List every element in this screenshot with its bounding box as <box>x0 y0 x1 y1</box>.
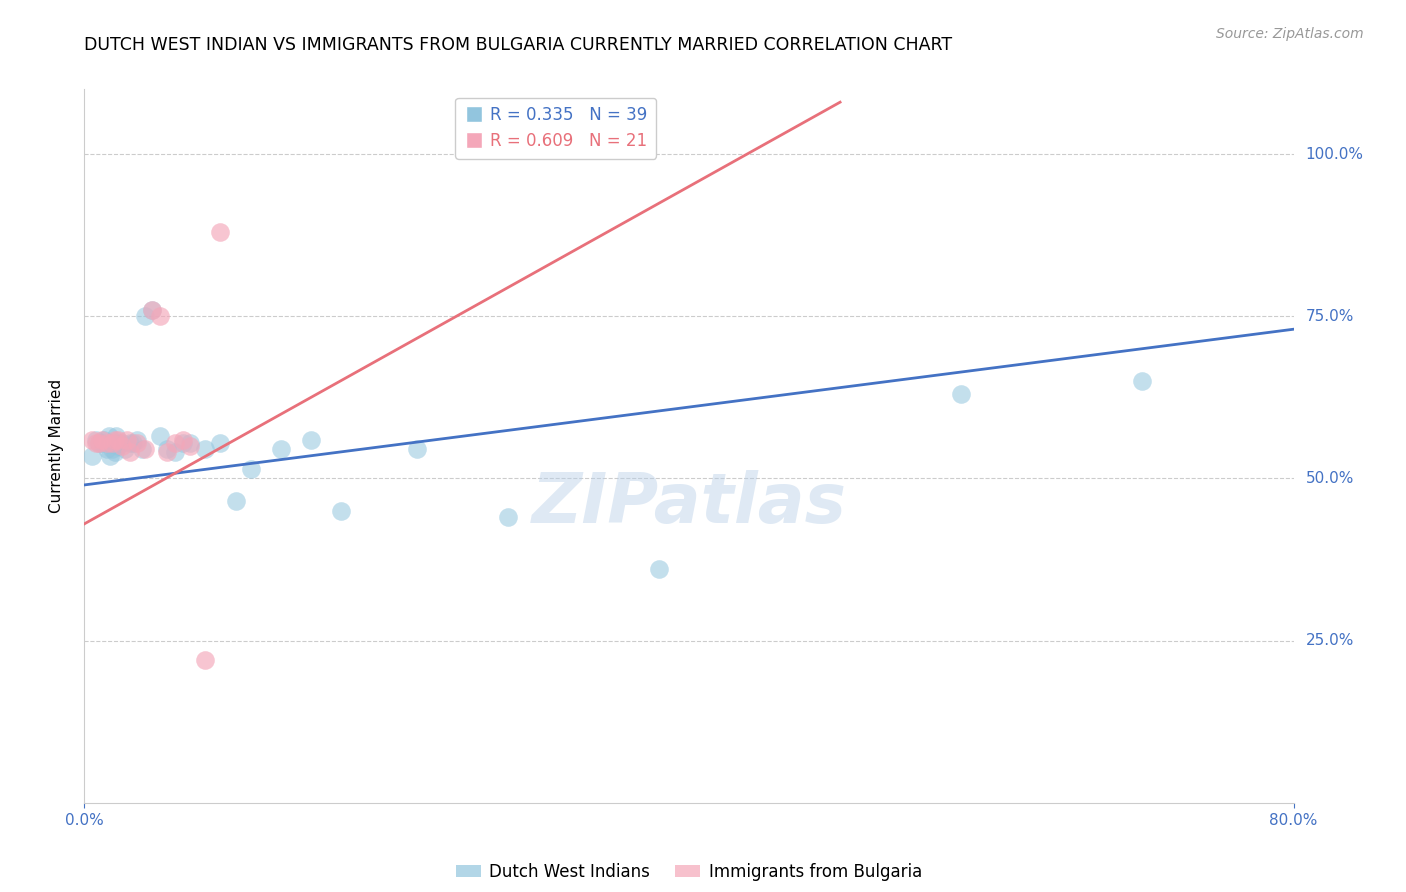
Text: 75.0%: 75.0% <box>1306 309 1354 324</box>
Point <box>194 442 217 457</box>
Point <box>93 433 115 447</box>
Point <box>89 435 111 450</box>
Point <box>179 435 201 450</box>
Point <box>91 435 114 450</box>
Point <box>80 433 103 447</box>
Point <box>104 445 127 459</box>
Point <box>121 435 143 450</box>
Point <box>96 435 118 450</box>
Point <box>91 433 114 447</box>
Point <box>104 433 127 447</box>
Point <box>111 435 134 450</box>
Text: ZIPatlas: ZIPatlas <box>531 469 846 537</box>
Point <box>172 433 194 447</box>
Point <box>209 435 232 450</box>
Point <box>101 435 124 450</box>
Point <box>86 435 108 450</box>
Point <box>97 429 120 443</box>
Y-axis label: Currently Married: Currently Married <box>49 379 63 513</box>
Point <box>149 429 172 443</box>
Point <box>108 435 131 450</box>
Point <box>172 435 194 450</box>
Point <box>100 435 122 450</box>
Point <box>115 433 138 447</box>
Point <box>80 449 103 463</box>
Point <box>141 302 163 317</box>
Point <box>118 435 141 450</box>
Point <box>86 433 108 447</box>
Point <box>114 442 136 457</box>
Point <box>96 442 118 457</box>
Point <box>330 504 353 518</box>
Point <box>100 442 122 457</box>
Point <box>163 435 186 450</box>
Point <box>163 445 186 459</box>
Text: 100.0%: 100.0% <box>1306 146 1364 161</box>
Text: DUTCH WEST INDIAN VS IMMIGRANTS FROM BULGARIA CURRENTLY MARRIED CORRELATION CHAR: DUTCH WEST INDIAN VS IMMIGRANTS FROM BUL… <box>84 36 952 54</box>
Point <box>107 433 129 447</box>
Point <box>134 442 156 457</box>
Point <box>156 442 179 457</box>
Point <box>647 562 671 576</box>
Point <box>149 310 172 324</box>
Point <box>179 439 201 453</box>
Text: 50.0%: 50.0% <box>1306 471 1354 486</box>
Point <box>270 442 292 457</box>
Point <box>107 439 129 453</box>
Point <box>156 445 179 459</box>
Point <box>299 433 322 447</box>
Point <box>496 510 519 524</box>
Point <box>118 445 141 459</box>
Point <box>209 225 232 239</box>
Point <box>111 439 134 453</box>
Point <box>105 429 128 443</box>
Point <box>127 435 149 450</box>
Point <box>225 494 247 508</box>
Point <box>89 435 111 450</box>
Legend: Dutch West Indians, Immigrants from Bulgaria: Dutch West Indians, Immigrants from Bulg… <box>450 856 928 888</box>
Point <box>98 449 121 463</box>
Text: 25.0%: 25.0% <box>1306 633 1354 648</box>
Point <box>194 653 217 667</box>
Point <box>127 433 149 447</box>
Point <box>134 310 156 324</box>
Point <box>1130 374 1153 388</box>
Point <box>406 442 429 457</box>
Point <box>950 387 973 401</box>
Point <box>141 302 163 317</box>
Point <box>239 461 262 475</box>
Point <box>131 442 153 457</box>
Text: Source: ZipAtlas.com: Source: ZipAtlas.com <box>1216 27 1364 41</box>
